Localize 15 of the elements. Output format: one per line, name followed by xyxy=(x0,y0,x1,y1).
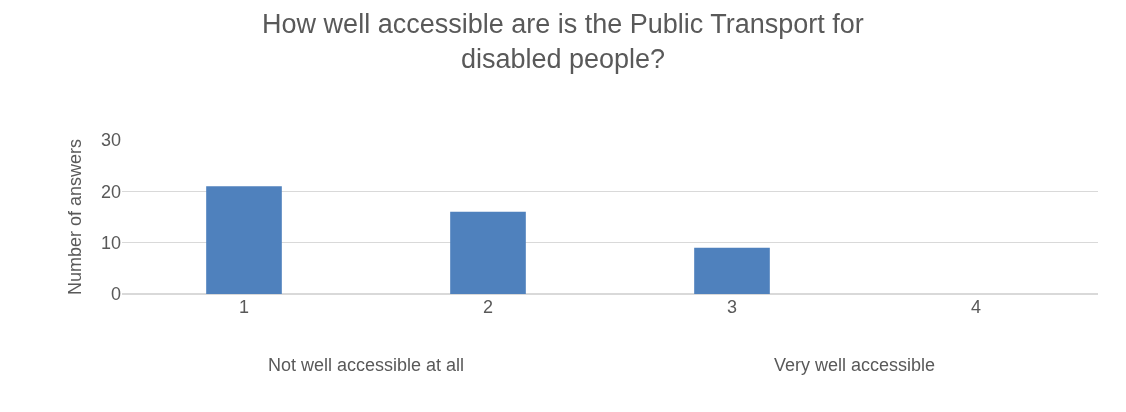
text: Very well accessible xyxy=(774,355,936,375)
chart-title: How well accessible are is the Public Transport for disabled people? xyxy=(262,8,864,75)
y-tick-label: 30 xyxy=(100,130,121,151)
bar xyxy=(450,211,526,294)
x-tick-label: 3 xyxy=(726,297,738,317)
x-tick-label: 4 xyxy=(970,297,982,317)
x-tick-label: 2 xyxy=(482,297,494,317)
bar xyxy=(206,186,282,294)
y-axis-title: Number of answers xyxy=(65,138,86,296)
y-tick-label: 20 xyxy=(100,181,121,202)
y-tick-label: 0 xyxy=(110,284,121,305)
x-tick-label: 1 xyxy=(238,297,250,317)
bar xyxy=(694,247,770,294)
text: Not well accessible at all xyxy=(268,355,465,375)
y-tick-label: 10 xyxy=(100,232,121,253)
